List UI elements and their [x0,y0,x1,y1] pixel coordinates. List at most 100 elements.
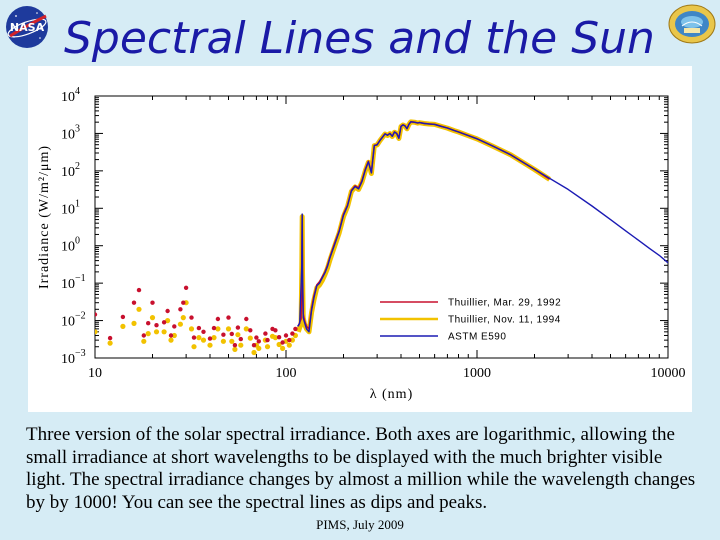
series-point-0 [251,343,257,348]
y-tick-label: 10−2 [61,311,86,330]
series-point-1 [188,326,195,332]
series-point-0 [287,337,292,343]
series-point-1 [196,335,202,341]
series-point-1 [235,332,241,338]
y-tick-label: 104 [61,86,80,105]
legend-label-1: Thuillier, Nov. 11, 1994 [448,315,561,326]
series-point-1 [200,337,207,343]
svg-text:NASA: NASA [10,21,45,34]
series-point-1 [225,326,232,332]
series-point-0 [201,329,206,334]
series-point-1 [264,344,271,350]
y-tick-label: 100 [61,236,80,255]
series-point-0 [254,335,259,340]
series-point-0 [168,333,174,338]
series-point-0 [189,315,194,320]
series-point-0 [154,323,159,328]
series-point-1 [280,345,286,351]
series-point-1 [272,335,278,341]
series-point-0 [235,325,241,330]
series-point-1 [141,338,147,344]
series-point-1 [95,329,98,335]
series-point-1 [168,337,174,343]
series-point-0 [181,300,186,305]
series-point-0 [165,308,170,314]
legend-label-0: Thuillier, Mar. 29, 1992 [448,298,561,309]
series-point-0 [120,314,126,320]
series-point-1 [286,342,292,348]
series-point-0 [131,300,137,305]
y-tick-label: 10−1 [61,273,86,292]
irradiance-chart: 10 100 1000 10000 104 103 102 101 100 10−1 10−2 10−… [37,86,686,402]
y-tick-label: 101 [61,198,80,217]
series-point-1 [191,344,197,350]
series-point-1 [243,326,249,332]
series-point-0 [183,285,189,290]
series-point-1 [171,332,177,339]
series-point-0 [191,335,197,340]
series-point-1 [276,341,282,348]
series-point-1 [153,329,160,335]
series-point-0 [232,343,238,348]
series-point-0 [293,326,298,332]
series-point-1 [145,331,151,337]
series-point-0 [215,316,221,322]
plot-frame [94,95,669,359]
series-point-1 [247,335,253,341]
series-point-1 [256,345,262,351]
legend-label-2: ASTM E590 [448,332,506,343]
series-point-0 [244,316,249,322]
series-point-0 [276,335,282,340]
series-point-0 [178,307,183,312]
x-tick-label: 1000 [463,366,491,381]
series-point-0 [95,312,98,317]
series-line-2 [297,121,668,333]
series-point-0 [211,325,217,331]
y-axis-title: Irradiance (W/m²/μm) [37,145,52,289]
series-point-0 [196,325,202,331]
x-axis-title: λ (nm) [370,387,414,402]
series-point-1 [177,321,183,327]
series-point-0 [256,339,261,344]
y-tick-label: 102 [61,161,80,180]
series-point-0 [207,336,213,341]
series-point-0 [248,328,253,333]
series-point-0 [280,340,285,345]
series-point-1 [229,338,235,344]
y-tick-label: 10−3 [61,348,86,367]
series-point-0 [172,324,177,329]
series-point-0 [263,331,268,336]
series-point-1 [165,318,171,324]
series-point-0 [226,315,231,320]
caption-text: Three version of the solar spectral irra… [26,424,696,513]
series-point-0 [141,333,146,338]
series-point-1 [107,340,113,346]
series-point-1 [289,337,295,343]
series-point-1 [211,335,217,341]
footer-text: PIMS, July 2009 [316,517,404,532]
series-point-1 [238,342,244,348]
series-point-1 [131,320,137,326]
series-point-0 [221,332,226,337]
series-point-1 [207,342,213,348]
ims-globe-logo [668,4,716,44]
x-tick-label: 10 [88,366,102,381]
series-point-0 [238,336,243,342]
series-point-1 [136,306,142,312]
series-point-0 [136,287,142,293]
nasa-logo: NASA [6,6,48,48]
series-point-0 [150,300,155,305]
plot-panel: 10 100 1000 10000 104 103 102 101 100 10−1 10−2 10−… [28,66,692,412]
series-point-1 [161,329,167,335]
series-point-1 [120,323,126,329]
series-point-1 [149,315,156,321]
series-point-0 [161,320,167,325]
x-tick-label: 10000 [651,366,686,381]
series-point-1 [232,346,238,352]
series-point-1 [180,315,186,321]
page-title: Spectral Lines and the Sun [64,13,655,64]
series-point-0 [146,321,151,326]
series-point-0 [290,331,295,336]
series-point-0 [283,333,289,338]
series-point-0 [265,337,270,343]
